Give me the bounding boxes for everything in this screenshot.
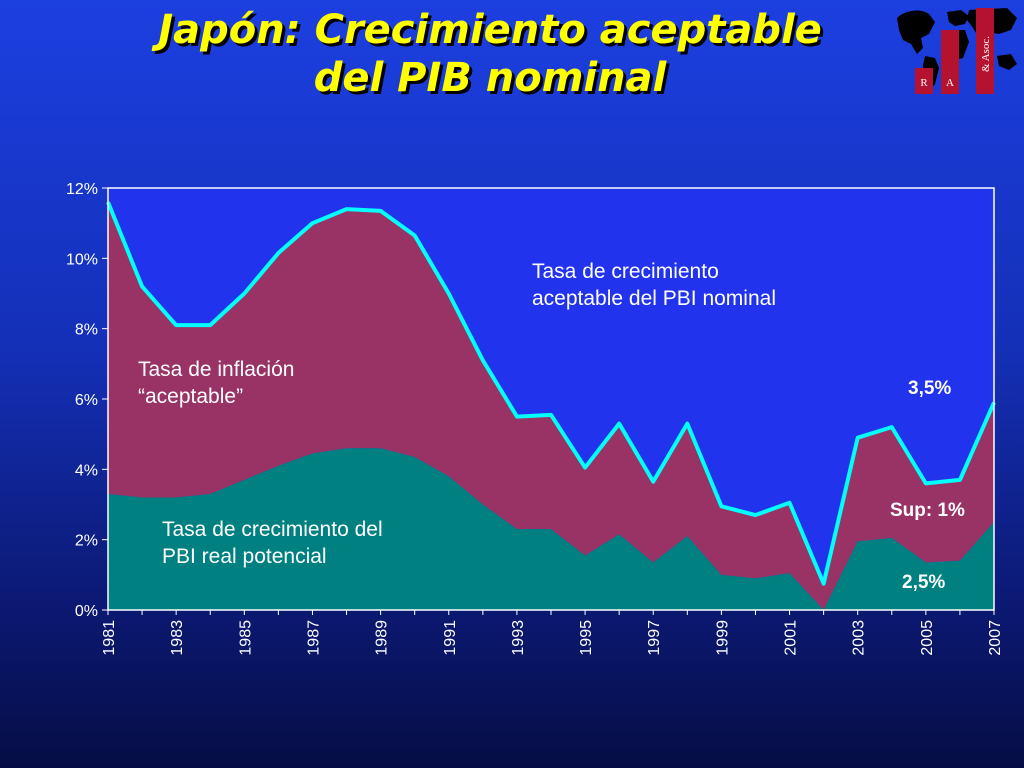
y-tick-label: 2% bbox=[75, 533, 98, 550]
logo-bar-asoc bbox=[976, 8, 994, 94]
x-tick-label: 2001 bbox=[783, 620, 800, 656]
slide-title: Japón: Crecimiento aceptable del PIB nom… bbox=[60, 6, 920, 102]
x-tick-label: 1997 bbox=[646, 620, 663, 656]
label-inflation: Tasa de inflación “aceptable” bbox=[138, 356, 294, 410]
x-tick-label: 2003 bbox=[851, 620, 868, 656]
x-tick-label: 1985 bbox=[237, 620, 254, 656]
potential-growth-area bbox=[108, 448, 994, 610]
y-tick-label: 6% bbox=[75, 392, 98, 409]
y-tick-label: 0% bbox=[75, 603, 98, 620]
label-nominal-growth: Tasa de crecimiento aceptable del PBI no… bbox=[532, 258, 776, 312]
y-tick-label: 8% bbox=[75, 322, 98, 339]
annotation-nominal-end: 3,5% bbox=[908, 378, 952, 399]
y-tick-label: 10% bbox=[66, 251, 98, 268]
logo-bar-a bbox=[941, 30, 959, 94]
x-tick-label: 1993 bbox=[510, 620, 527, 656]
y-tick-label: 12% bbox=[66, 181, 98, 198]
logo-letter-a: A bbox=[946, 77, 954, 89]
x-tick-label: 1981 bbox=[101, 620, 118, 656]
ra-asoc-logo: R A & Asoc. bbox=[897, 8, 1017, 94]
x-tick-label: 1983 bbox=[169, 620, 186, 656]
label-potential-line-2: PBI real potencial bbox=[162, 545, 327, 568]
label-potential-growth: Tasa de crecimiento del PBI real potenci… bbox=[162, 516, 383, 570]
label-nominal-line-2: aceptable del PBI nominal bbox=[532, 287, 776, 310]
label-inflation-line-1: Tasa de inflación bbox=[138, 358, 295, 381]
annotation-potential-end: 2,5% bbox=[902, 572, 946, 593]
x-tick-label: 1989 bbox=[374, 620, 391, 656]
x-tick-label: 1999 bbox=[714, 620, 731, 656]
x-tick-label: 1991 bbox=[442, 620, 459, 656]
x-tick-label: 2005 bbox=[919, 620, 936, 656]
label-inflation-line-2: “aceptable” bbox=[138, 385, 244, 408]
x-tick-label: 2007 bbox=[987, 620, 1004, 656]
logo-letter-r: R bbox=[920, 77, 928, 89]
title-line-2: del PIB nominal bbox=[313, 55, 667, 101]
nominal-growth-line bbox=[106, 201, 996, 586]
label-potential-line-1: Tasa de crecimiento del bbox=[162, 518, 383, 541]
annotation-sup: Sup: 1% bbox=[890, 500, 965, 521]
inflation-area bbox=[108, 202, 994, 611]
x-tick-label: 1987 bbox=[305, 620, 322, 656]
title-line-1: Japón: Crecimiento aceptable bbox=[158, 7, 822, 53]
label-nominal-line-1: Tasa de crecimiento bbox=[532, 260, 719, 283]
logo-bar-r bbox=[915, 68, 933, 94]
logo-letter-asoc: & Asoc. bbox=[980, 36, 992, 72]
y-tick-label: 4% bbox=[75, 462, 98, 479]
x-tick-label: 1995 bbox=[578, 620, 595, 656]
